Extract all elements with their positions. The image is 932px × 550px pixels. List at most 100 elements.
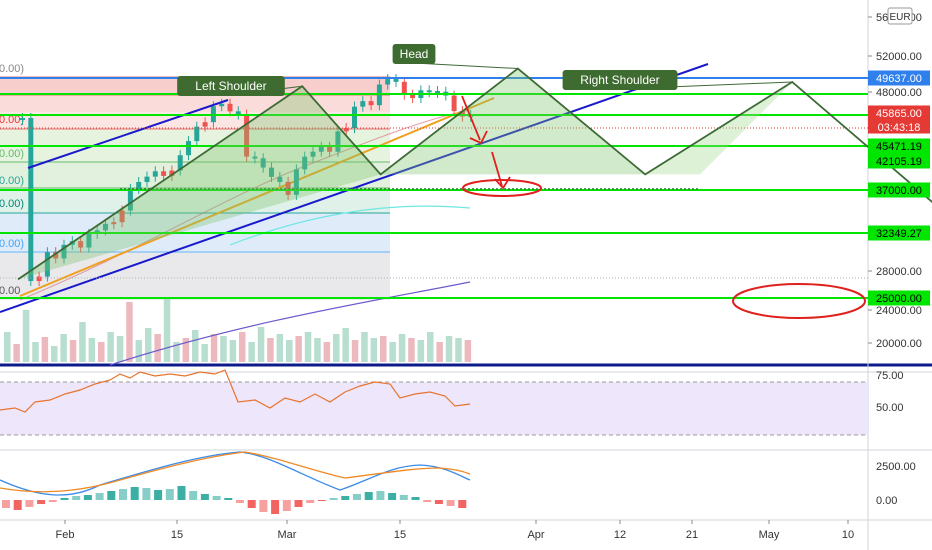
candle xyxy=(244,114,250,157)
macd-histogram-bar xyxy=(37,500,46,504)
trend-channel-lower xyxy=(0,63,709,313)
y-tick-label: 48000.00 xyxy=(876,87,922,99)
macd-histogram-bar xyxy=(119,489,127,500)
volume-bar xyxy=(210,334,218,362)
candle xyxy=(161,171,167,176)
candle xyxy=(410,94,416,99)
volume-bar xyxy=(323,342,331,362)
left-edge-label: 0.00) xyxy=(0,238,24,250)
volume-bar xyxy=(173,342,180,362)
volume-bar xyxy=(135,340,143,362)
candle xyxy=(44,252,50,277)
macd-histogram-bar xyxy=(13,500,22,510)
candle xyxy=(327,146,333,152)
candle xyxy=(144,176,150,182)
annotation-label: Head xyxy=(400,47,429,61)
volume-bar xyxy=(88,338,96,362)
x-tick-label: Mar xyxy=(278,529,297,541)
macd-histogram-bar xyxy=(165,489,174,500)
volume-bar xyxy=(342,328,349,362)
left-edge-label: 0.00) xyxy=(0,114,24,126)
volume-bar xyxy=(380,336,387,362)
volume-bar xyxy=(126,302,133,362)
fib-band xyxy=(0,252,390,300)
volume-bar xyxy=(248,342,255,362)
projection-arrowhead xyxy=(494,176,511,190)
candle xyxy=(235,111,241,115)
y-tick-label: 24000.00 xyxy=(876,305,922,317)
x-tick-label: Feb xyxy=(56,529,75,541)
volume-bar xyxy=(351,340,359,362)
price-badge xyxy=(868,290,930,306)
volume-bar xyxy=(69,340,77,362)
macd-histogram-bar xyxy=(25,500,34,507)
macd-histogram-bar xyxy=(189,491,198,500)
x-tick-label: 21 xyxy=(686,529,698,541)
candle xyxy=(269,167,274,177)
volume-bar xyxy=(116,336,124,362)
candle xyxy=(459,111,465,117)
volume-bar xyxy=(445,336,453,362)
volume-bar xyxy=(4,332,11,362)
candle xyxy=(136,181,142,189)
macd-histogram-bar xyxy=(306,500,315,503)
price-badge xyxy=(868,70,930,86)
candle xyxy=(86,233,92,248)
annotation-label: Left Shoulder xyxy=(195,79,266,93)
volume-bar xyxy=(41,337,49,362)
y-tick-label: 20000.00 xyxy=(876,338,922,350)
volume-bar xyxy=(427,332,434,362)
x-tick-label: 12 xyxy=(614,529,626,541)
macd-histogram-bar xyxy=(154,490,163,500)
macd-histogram-bar xyxy=(399,495,408,500)
annotation-label: Right Shoulder xyxy=(580,73,659,87)
fib-band xyxy=(0,95,390,112)
macd-histogram-bar xyxy=(446,500,455,506)
volume-bar xyxy=(370,338,378,362)
volume-bar xyxy=(79,322,86,362)
macd-histogram-bar xyxy=(341,496,350,500)
fib-band xyxy=(0,112,390,129)
price-badge-label: 32349.27 xyxy=(876,228,922,240)
macd-tick-label: 0.00 xyxy=(876,495,897,507)
candle xyxy=(310,151,316,157)
candle xyxy=(335,131,341,152)
candle xyxy=(277,176,283,182)
candle xyxy=(435,91,440,94)
price-badge-label: 45865.00 xyxy=(876,108,922,120)
price-badge xyxy=(868,105,930,134)
head-fill xyxy=(380,68,646,175)
candle xyxy=(194,126,200,142)
volume-bar xyxy=(60,334,67,362)
volume-bar xyxy=(286,340,293,362)
volume-bar xyxy=(455,338,462,362)
candle xyxy=(111,222,117,225)
candle xyxy=(302,156,308,170)
candle xyxy=(293,169,299,195)
macd-histogram-bar xyxy=(72,496,81,500)
volume-bar xyxy=(417,340,425,362)
macd-histogram-bar xyxy=(83,495,92,500)
ma-purple xyxy=(109,281,471,366)
candle xyxy=(352,106,357,129)
left-shoulder-fill xyxy=(18,86,381,280)
candle xyxy=(20,118,25,120)
macd-histogram-bar xyxy=(200,494,209,500)
volume-bar xyxy=(464,340,472,362)
price-badge xyxy=(868,225,930,241)
rsi-band xyxy=(0,382,868,435)
candle xyxy=(103,223,108,231)
rsi-line xyxy=(0,369,471,413)
volume-bar xyxy=(98,342,105,362)
macd-histogram-bar xyxy=(224,498,233,500)
x-tick-label: Apr xyxy=(527,529,544,541)
ma-cyan xyxy=(229,205,471,246)
candle xyxy=(318,146,324,152)
candle xyxy=(202,122,208,127)
macd-histogram-bar xyxy=(177,486,186,500)
volume-bar xyxy=(107,332,114,362)
candle xyxy=(177,155,183,171)
candle xyxy=(78,241,84,248)
candle xyxy=(393,79,399,82)
